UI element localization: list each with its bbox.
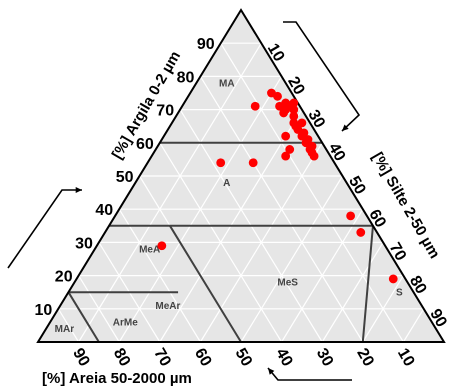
region-label-mea: MeA (139, 244, 160, 255)
left-tick-90: 90 (197, 36, 215, 53)
class-boundary-3 (169, 225, 242, 343)
data-point-23 (281, 131, 291, 141)
bottom-axis-arrow-head (268, 368, 275, 375)
bottom-tick-80: 80 (110, 346, 134, 370)
region-label-ma: MA (219, 78, 235, 89)
right-axis-arrow-head (342, 124, 349, 131)
grid-line-sand-90 (57, 308, 80, 343)
left-tick-80: 80 (177, 69, 195, 86)
axis-arrows (7, 21, 361, 381)
data-point-32 (388, 274, 398, 284)
triangle-outline (36, 8, 446, 343)
class-boundary-6 (361, 225, 374, 343)
grid-line-silt-60 (281, 208, 364, 343)
right-tick-80: 80 (406, 273, 430, 297)
data-point-28 (216, 158, 226, 168)
data-point-8 (289, 105, 299, 114)
right-tick-60: 60 (365, 207, 389, 231)
region-label-mes: MeS (277, 278, 298, 289)
bottom-tick-10: 10 (394, 346, 418, 370)
right-tick-90: 90 (426, 306, 449, 330)
right-tick-10: 10 (264, 41, 288, 65)
right-tick-50: 50 (345, 174, 369, 198)
class-boundary-4 (67, 291, 100, 343)
data-point-29 (346, 211, 356, 221)
left-tick-50: 50 (116, 169, 134, 186)
grid-line-silt-80 (362, 275, 404, 343)
grid-line-silt-50 (240, 175, 344, 343)
data-point-24 (285, 145, 295, 154)
grid-line-sand-80 (78, 275, 120, 343)
bottom-tick-90: 90 (69, 346, 93, 370)
bottom-axis-title: [%] Areia 50-2000 µm (42, 370, 192, 387)
data-points (157, 88, 398, 284)
right-tick-70: 70 (386, 240, 410, 264)
left-tick-70: 70 (156, 103, 174, 120)
grid-line-sand-60 (118, 208, 201, 343)
bottom-tick-60: 60 (191, 346, 215, 370)
right-tick-40: 40 (325, 140, 349, 164)
left-axis-arrow-head (75, 186, 82, 194)
region-labels: MA A MeA MeS S MeAr ArMe MAr (55, 78, 403, 335)
left-tick-10: 10 (35, 302, 53, 319)
data-point-3 (273, 91, 282, 101)
data-point-30 (356, 228, 366, 237)
data-point-13 (297, 118, 307, 128)
bottom-tick-70: 70 (150, 346, 174, 370)
bottom-tick-30: 30 (313, 346, 337, 370)
right-axis-arrow-line (283, 21, 361, 132)
region-label-arme: ArMe (113, 317, 138, 328)
data-point-10 (289, 111, 299, 121)
data-point-26 (250, 101, 260, 111)
region-label-mear: MeAr (155, 301, 180, 312)
right-tick-30: 30 (304, 107, 328, 131)
data-point-27 (248, 158, 258, 168)
data-point-22 (309, 151, 319, 161)
region-label-mar: MAr (55, 324, 75, 335)
region-label-a: A (223, 178, 230, 189)
data-point-9 (279, 108, 289, 118)
grid-line-sand-10 (220, 42, 404, 343)
triangle-border (36, 8, 446, 343)
left-tick-20: 20 (55, 269, 73, 286)
texture-class-boundaries (67, 141, 374, 343)
bottom-tick-50: 50 (232, 346, 256, 370)
grid-line-silt-70 (321, 242, 384, 343)
left-axis-arrow-line (7, 189, 82, 269)
data-point-31 (157, 241, 167, 251)
data-point-25 (281, 151, 291, 161)
bottom-tick-20: 20 (353, 346, 377, 370)
left-tick-40: 40 (95, 202, 113, 219)
region-label-s: S (396, 288, 403, 299)
data-point-7 (289, 98, 299, 108)
right-tick-20: 20 (284, 74, 308, 98)
bottom-tick-40: 40 (272, 346, 296, 370)
left-tick-60: 60 (136, 136, 154, 153)
left-tick-30: 30 (75, 235, 93, 252)
bottom-axis-arrow-line (267, 367, 352, 381)
grid-line-silt-90 (402, 308, 425, 343)
